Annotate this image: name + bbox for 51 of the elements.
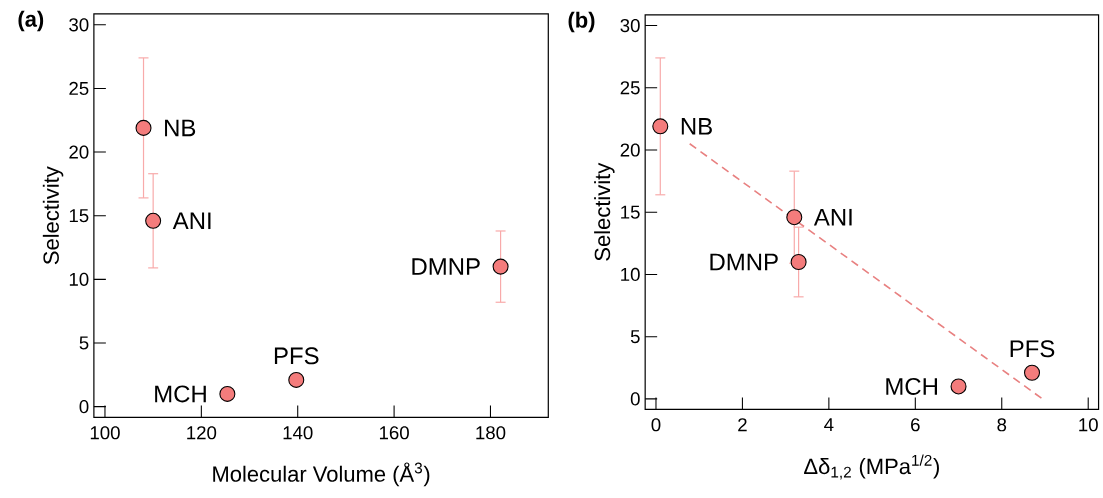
annotation: NB (681, 117, 712, 135)
point (145, 212, 162, 229)
y-tick-label: 15 (621, 205, 640, 219)
x-tick-label: 8 (997, 417, 1007, 432)
y-tick-label: 0 (630, 392, 640, 406)
point (1023, 364, 1041, 381)
chart-title: (a) (18, 10, 44, 31)
point (786, 209, 803, 226)
point (288, 371, 305, 388)
x-tick-label: 6 (911, 417, 920, 432)
y-tick-label: 5 (79, 336, 89, 350)
y-axis-title: Selectivity (42, 166, 64, 264)
y-tick-label: 25 (69, 81, 89, 95)
y-tick-label: 5 (630, 329, 640, 343)
point (492, 258, 509, 275)
y-tick-label: 0 (79, 399, 89, 414)
point (790, 253, 807, 270)
x-tick-label: 180 (476, 425, 506, 440)
chart-title: (b) (568, 11, 595, 32)
y-tick-label: 30 (69, 18, 89, 32)
x-tick-label: 120 (187, 425, 217, 440)
x-axis-title: Molecular Volume (Å$^{3}$) (213, 462, 430, 487)
x-tick-label: 4 (824, 417, 834, 431)
annotation: MCH (155, 385, 206, 403)
y-tick-label: 15 (69, 209, 89, 223)
annotation: ANI (172, 212, 211, 229)
annotation: DMNP (412, 258, 480, 275)
y-tick-label: 30 (620, 18, 640, 32)
x-tick-label: 0 (651, 417, 661, 432)
x-tick-label: 2 (738, 417, 747, 431)
annotation: DMNP (710, 253, 778, 271)
y-tick-label: 20 (69, 145, 89, 159)
annotation: PFS (274, 347, 319, 365)
y-tick-label: 10 (621, 267, 640, 281)
annotation: PFS (1010, 340, 1055, 357)
point (219, 385, 236, 402)
y-tick-label: 20 (620, 143, 640, 157)
x-tick-label: 160 (379, 425, 409, 440)
x-tick-label: 140 (283, 425, 313, 440)
annotation: NB (165, 119, 196, 136)
x-tick-label: 100 (90, 425, 120, 440)
y-tick-label: 10 (69, 272, 89, 286)
point (135, 119, 152, 136)
point (652, 118, 669, 135)
annotation: MCH (886, 377, 937, 395)
point (950, 378, 967, 395)
annotation: ANI (813, 208, 852, 226)
y-axis-title: Selectivity (594, 162, 615, 261)
x-axis-title: Δδ$_{1,2}$ (MPa$^{1/2}$) (804, 454, 939, 480)
y-tick-label: 25 (620, 80, 640, 95)
x-tick-label: 10 (1079, 417, 1098, 432)
